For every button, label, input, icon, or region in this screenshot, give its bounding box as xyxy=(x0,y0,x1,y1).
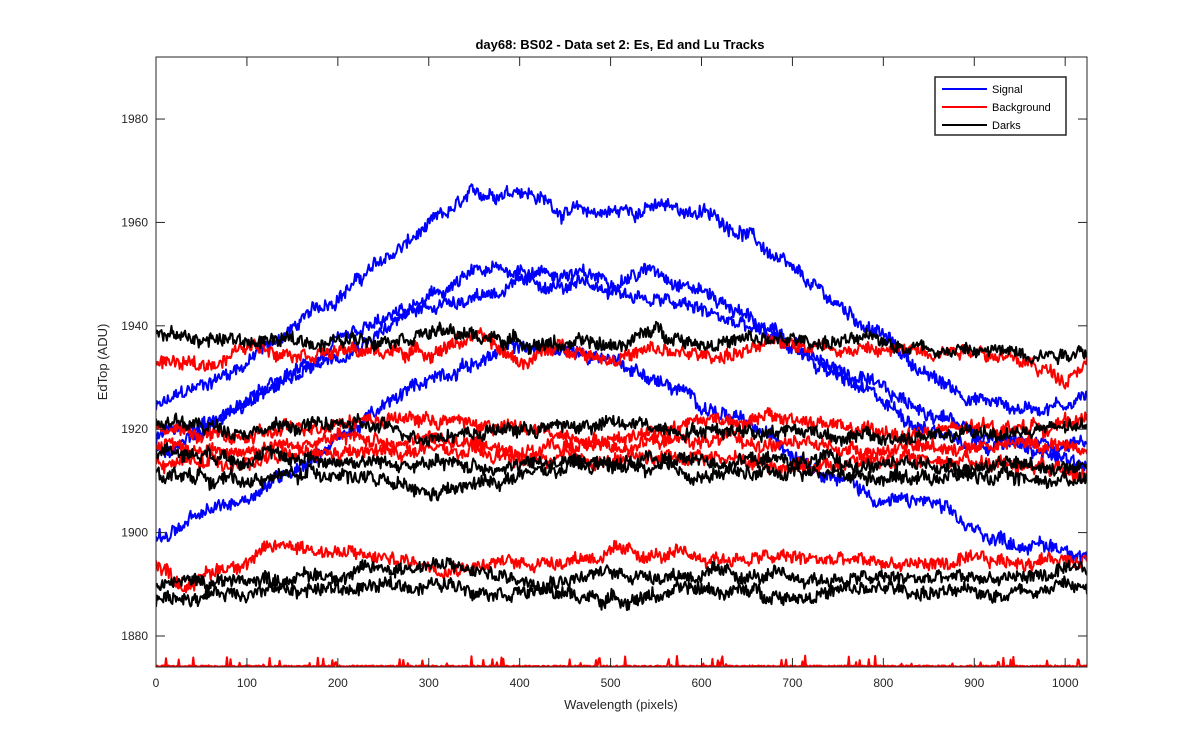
x-tick-label: 1000 xyxy=(1052,676,1079,690)
y-tick-label: 1900 xyxy=(121,526,148,540)
legend-label-signal: Signal xyxy=(992,84,1023,96)
y-tick-label: 1880 xyxy=(121,629,148,643)
x-tick-label: 400 xyxy=(510,676,530,690)
x-tick-label: 800 xyxy=(873,676,893,690)
y-axis-label: EdTop (ADU) xyxy=(95,324,110,401)
legend-label-background: Background xyxy=(992,102,1051,114)
y-tick-label: 1940 xyxy=(121,319,148,333)
x-tick-label: 500 xyxy=(601,676,621,690)
x-axis-label: Wavelength (pixels) xyxy=(564,697,678,712)
series-line-14-darks xyxy=(156,557,1087,594)
x-tick-label: 600 xyxy=(691,676,711,690)
x-tick-label: 300 xyxy=(419,676,439,690)
series-line-12-darks xyxy=(156,455,1087,502)
series-line-10-darks xyxy=(156,320,1087,366)
x-tick-label: 900 xyxy=(964,676,984,690)
x-tick-label: 0 xyxy=(153,676,160,690)
series-line-15-darks xyxy=(156,575,1087,612)
x-tick-label: 700 xyxy=(782,676,802,690)
series-line-8-background xyxy=(156,427,1087,462)
x-tick-label: 200 xyxy=(328,676,348,690)
series-layer xyxy=(156,183,1087,667)
series-line-1-signal xyxy=(156,183,1087,417)
series-line-5-background xyxy=(156,327,1087,390)
y-axis: 1880 1900 1920 1940 1960 1980 xyxy=(121,112,1087,643)
series-line-13-darks xyxy=(156,442,1087,478)
x-axis: 0 100 200 300 400 500 600 700 800 900 1000 xyxy=(153,57,1079,690)
y-tick-label: 1960 xyxy=(121,215,148,229)
y-tick-label: 1920 xyxy=(121,422,148,436)
series-line-11-darks xyxy=(156,412,1087,447)
series-line-4-signal xyxy=(156,271,1087,472)
series-line-9-background xyxy=(156,539,1087,594)
legend: Signal Background Darks xyxy=(934,76,1067,136)
legend-label-darks: Darks xyxy=(992,120,1021,132)
chart-title: day68: BS02 - Data set 2: Es, Ed and Lu … xyxy=(475,37,764,52)
y-tick-label: 1980 xyxy=(121,112,148,126)
plot-frame xyxy=(155,56,1088,668)
x-tick-label: 100 xyxy=(237,676,257,690)
